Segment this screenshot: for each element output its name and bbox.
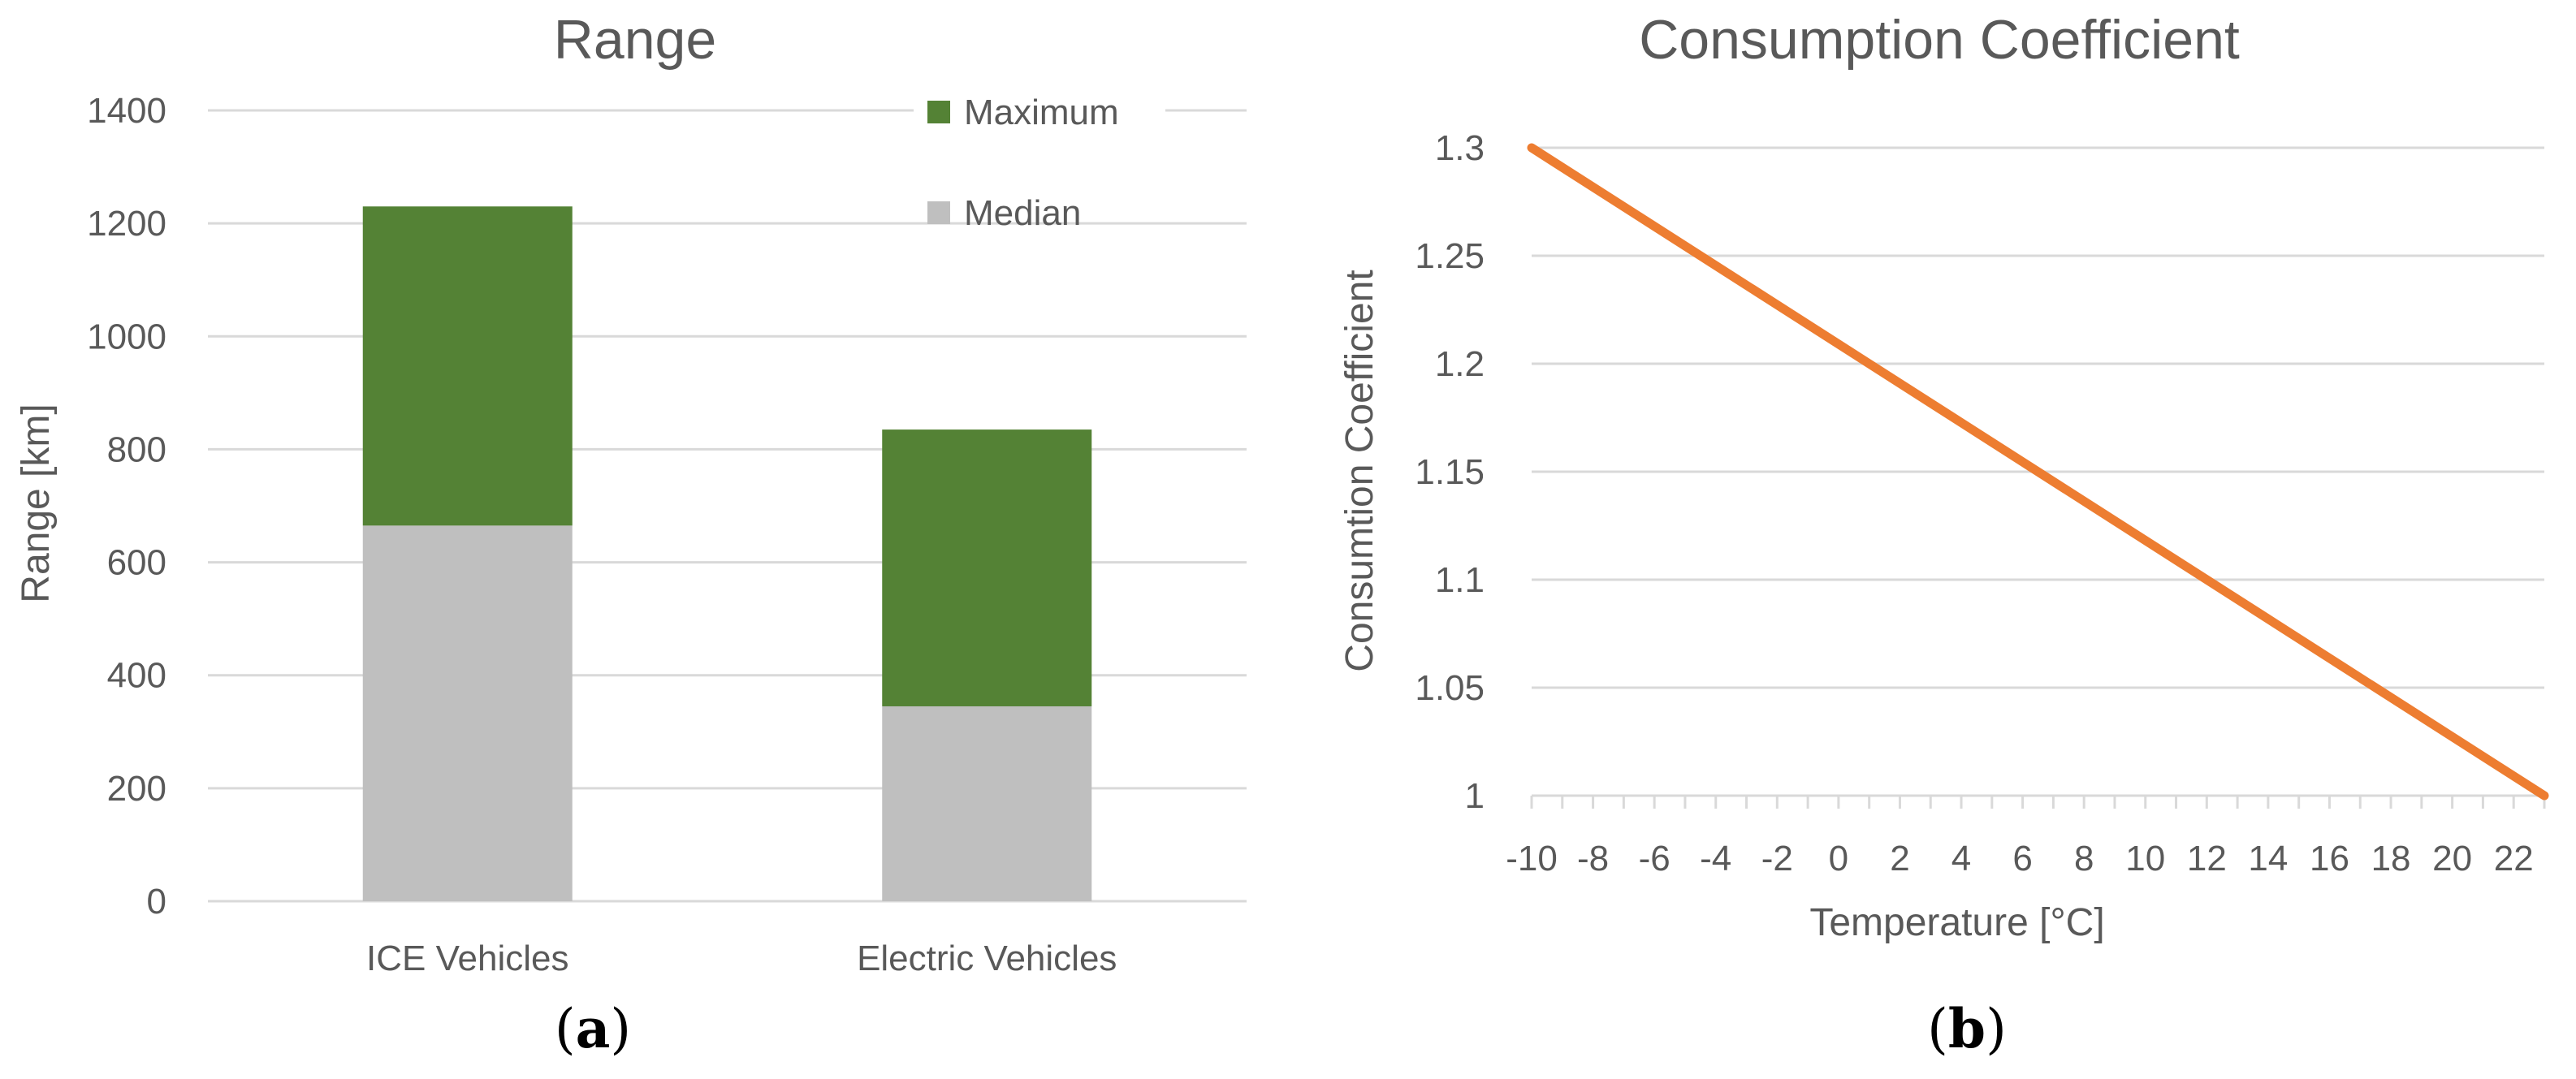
bar-maximum-electric [882,429,1092,706]
legend-label-maximum: Maximum [964,93,1119,132]
consumption-x-tick-label: 8 [2074,839,2094,878]
consumption-chart: Consumption Coefficient Consumtion Coeff… [1338,9,2549,1060]
consumption-x-tick-label: 20 [2432,839,2472,878]
consumption-x-tick-label: -6 [1639,839,1671,878]
range-chart-title: Range [554,9,716,71]
range-y-tick-label: 800 [107,429,166,469]
range-chart: Range Range [km] 0 200 400 600 800 1000 1200 14… [15,9,1247,1060]
consumption-series [1527,143,2549,801]
bar-median-ice [362,525,573,901]
consumption-x-tick-label: 2 [1890,839,1909,878]
consumption-line [1527,143,2549,801]
bar-median-electric [882,706,1092,901]
range-y-tick-label: 600 [107,543,166,583]
range-y-tick-label: 1400 [87,91,166,131]
range-bars [362,206,1092,901]
legend-swatch-median [927,201,950,224]
consumption-x-ticks: -10 -8 -6 -4 -2 0 2 4 6 8 10 12 14 16 18 20 22 [1506,796,2546,878]
range-x-tick-label: ICE Vehicles [366,939,568,978]
consumption-x-tick-label: -4 [1700,839,1731,878]
consumption-x-tick-label: 4 [1951,839,1971,878]
consumption-x-tick-label: 18 [2371,839,2411,878]
legend-swatch-maximum [927,101,950,123]
range-y-tick-label: 200 [107,769,166,809]
consumption-x-tick-label: 16 [2310,839,2349,878]
range-x-tick-label: Electric Vehicles [857,939,1117,978]
consumption-y-tick-label: 1.3 [1435,128,1485,168]
legend-label-median: Median [964,193,1081,233]
panel-label-b: (b) [1927,997,2007,1060]
consumption-y-ticks: 1 1.05 1.1 1.15 1.2 1.25 1.3 [1415,128,1485,816]
range-y-tick-label: 0 [147,882,166,921]
consumption-y-axis-label: Consumtion Coefficient [1338,270,1381,671]
consumption-x-tick-label: 10 [2125,839,2165,878]
range-y-tick-label: 1200 [87,204,166,244]
consumption-x-axis-label: Temperature [°C] [1809,901,2104,944]
range-y-ticks: 0 200 400 600 800 1000 1200 1400 [87,91,166,921]
bar-maximum-ice [362,206,573,526]
consumption-x-tick-label: 12 [2187,839,2227,878]
panel-label-a: (a) [555,997,631,1060]
consumption-chart-title: Consumption Coefficient [1639,9,2240,71]
consumption-x-tick-label: 0 [1829,839,1848,878]
panel-label-a-letter: a [576,997,611,1060]
consumption-x-tick-label: 22 [2494,839,2534,878]
consumption-x-tick-label: -10 [1506,839,1558,878]
consumption-x-tick-label: 14 [2248,839,2288,878]
consumption-x-tick-label: 6 [2012,839,2032,878]
panel-label-b-letter: b [1948,997,1986,1060]
range-y-tick-label: 400 [107,656,166,696]
range-x-ticks: ICE Vehicles Electric Vehicles [366,939,1117,978]
consumption-y-tick-label: 1.1 [1435,560,1485,600]
consumption-y-tick-label: 1.15 [1415,452,1485,492]
consumption-y-tick-label: 1.25 [1415,236,1485,276]
consumption-y-tick-label: 1 [1465,776,1485,816]
consumption-x-tick-label: -8 [1577,839,1609,878]
range-legend: Maximum Median [927,93,1119,233]
range-y-axis-label: Range [km] [15,404,58,602]
range-y-tick-label: 1000 [87,317,166,356]
consumption-y-tick-label: 1.05 [1415,668,1485,708]
consumption-y-tick-label: 1.2 [1435,344,1485,384]
consumption-x-tick-label: -2 [1761,839,1793,878]
